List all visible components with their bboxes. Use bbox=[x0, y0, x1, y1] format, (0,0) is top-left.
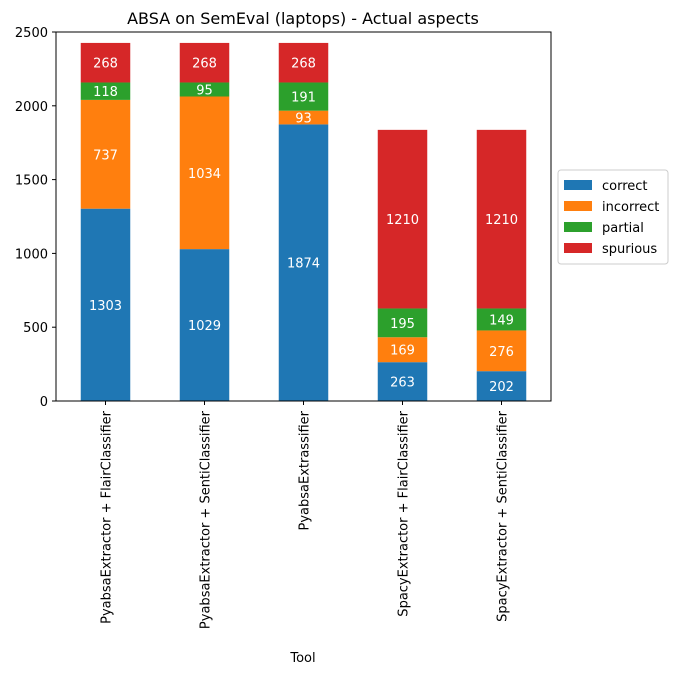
bar-spurious-3 bbox=[278, 42, 329, 83]
bar-spurious-2 bbox=[179, 42, 230, 83]
data-label-correct-1: 1303 bbox=[89, 299, 122, 314]
data-label-spurious-1: 268 bbox=[93, 57, 118, 72]
x-tick-label: SpacyExtractor + FlairClassifier bbox=[397, 410, 412, 616]
legend-label-correct: correct bbox=[602, 179, 648, 194]
legend-label-spurious: spurious bbox=[602, 242, 657, 257]
y-tick-label: 2000 bbox=[15, 100, 48, 115]
x-tick-label: PyabsaExtractor + FlairClassifier bbox=[100, 410, 115, 624]
legend-swatch-spurious bbox=[564, 243, 592, 253]
x-tick-label: PyabsaExtractor + SentiClassifier bbox=[199, 410, 214, 629]
legend-box bbox=[557, 169, 669, 265]
bar-incorrect-2 bbox=[179, 96, 230, 250]
bar-incorrect-4 bbox=[377, 337, 428, 363]
y-tick-label: 1000 bbox=[15, 247, 48, 262]
x-tick-label: PyabsaExtrassifier bbox=[298, 410, 313, 530]
bar-spurious-4 bbox=[377, 129, 428, 309]
data-label-incorrect-3: 93 bbox=[295, 112, 312, 127]
data-label-partial-5: 149 bbox=[489, 313, 514, 328]
bar-spurious-1 bbox=[80, 42, 131, 83]
bar-correct-4 bbox=[377, 362, 428, 401]
bar-partial-5 bbox=[476, 308, 527, 331]
data-label-incorrect-2: 1034 bbox=[188, 167, 221, 182]
plot-area: 1303 737 118 268 PyabsaExtractor + FlairClas… bbox=[15, 26, 552, 629]
data-label-correct-3: 1874 bbox=[287, 257, 320, 272]
legend-swatch-partial bbox=[564, 222, 592, 232]
bar-correct-5 bbox=[476, 371, 527, 401]
plot-frame bbox=[55, 31, 552, 402]
legend: correct incorrect partial spurious bbox=[557, 169, 669, 265]
y-tick-label: 500 bbox=[23, 321, 48, 336]
data-label-spurious-4: 1210 bbox=[386, 213, 419, 228]
data-label-correct-4: 263 bbox=[390, 376, 415, 391]
bar-partial-4 bbox=[377, 308, 428, 338]
bar-incorrect-5 bbox=[476, 330, 527, 372]
bar-correct-1 bbox=[80, 208, 131, 401]
bar-incorrect-1 bbox=[80, 99, 131, 209]
data-label-correct-5: 202 bbox=[489, 380, 514, 395]
data-label-partial-4: 195 bbox=[390, 317, 415, 332]
data-label-incorrect-4: 169 bbox=[390, 344, 415, 359]
bar-correct-2 bbox=[179, 249, 230, 401]
data-label-partial-2: 95 bbox=[196, 83, 213, 98]
bar-correct-3 bbox=[278, 124, 329, 402]
legend-swatch-incorrect bbox=[564, 201, 592, 211]
legend-label-incorrect: incorrect bbox=[602, 200, 659, 215]
y-tick-label: 1500 bbox=[15, 174, 48, 189]
bar-incorrect-3 bbox=[278, 110, 329, 125]
x-tick-label: SpacyExtractor + SentiClassifier bbox=[496, 410, 511, 622]
bar-spurious-5 bbox=[476, 129, 527, 309]
data-label-correct-2: 1029 bbox=[188, 319, 221, 334]
bar-partial-1 bbox=[80, 82, 131, 100]
bar-partial-2 bbox=[179, 82, 230, 97]
data-label-partial-1: 118 bbox=[93, 85, 118, 100]
data-label-spurious-2: 268 bbox=[192, 57, 217, 72]
data-label-spurious-5: 1210 bbox=[485, 213, 518, 228]
legend-label-partial: partial bbox=[602, 221, 644, 236]
data-label-incorrect-5: 276 bbox=[489, 345, 514, 360]
y-tick-label: 0 bbox=[40, 395, 48, 410]
bar-partial-3 bbox=[278, 82, 329, 111]
data-label-spurious-3: 268 bbox=[291, 57, 316, 72]
data-label-incorrect-1: 737 bbox=[93, 148, 118, 163]
x-axis-label: Tool bbox=[289, 651, 315, 666]
data-label-partial-3: 191 bbox=[291, 91, 316, 106]
chart-title: ABSA on SemEval (laptops) - Actual aspec… bbox=[127, 9, 479, 28]
y-tick-label: 2500 bbox=[15, 26, 48, 41]
legend-swatch-correct bbox=[564, 180, 592, 190]
